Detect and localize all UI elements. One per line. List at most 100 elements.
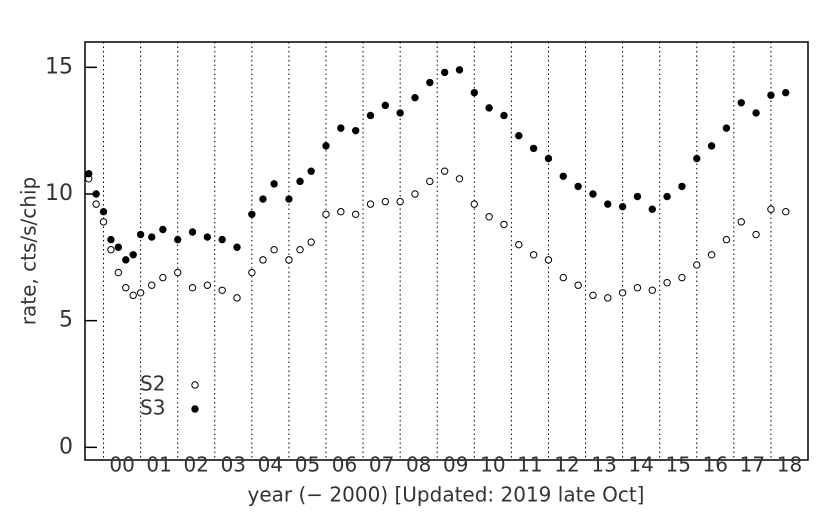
data-point — [559, 273, 567, 282]
data-point — [411, 94, 419, 102]
data-point — [173, 268, 182, 277]
data-point — [381, 101, 390, 110]
data-point — [188, 284, 197, 292]
data-point — [693, 261, 701, 269]
data-point — [470, 200, 479, 208]
x-tick-label: 00 — [109, 453, 134, 477]
data-point — [218, 235, 226, 244]
data-point — [440, 68, 449, 77]
data-point — [136, 289, 145, 297]
x-tick-label: 14 — [628, 453, 653, 477]
data-point — [396, 109, 404, 117]
data-point — [544, 154, 553, 163]
data-point — [722, 124, 731, 132]
data-point — [159, 273, 167, 282]
data-point — [529, 251, 538, 259]
data-point — [604, 294, 612, 302]
data-point — [92, 190, 100, 198]
x-tick-label: 15 — [666, 453, 691, 477]
data-point — [99, 218, 108, 226]
data-point — [129, 251, 137, 259]
data-point — [203, 233, 212, 241]
data-point — [203, 281, 212, 289]
data-point — [188, 228, 197, 236]
data-point — [737, 218, 745, 226]
data-point — [604, 200, 612, 208]
legend-label: S3 — [140, 396, 165, 420]
data-point — [233, 294, 241, 302]
data-point — [270, 180, 278, 188]
data-point — [129, 291, 137, 300]
data-point — [455, 175, 464, 183]
y-tick-label: 10 — [45, 181, 73, 206]
data-point — [114, 243, 123, 251]
data-point — [440, 167, 449, 175]
data-point — [737, 99, 745, 107]
data-point — [296, 246, 304, 254]
data-point — [693, 154, 701, 163]
data-point — [633, 192, 642, 201]
data-point — [707, 142, 716, 150]
data-point — [678, 182, 686, 191]
data-point — [381, 197, 390, 206]
data-point — [233, 243, 241, 251]
data-point — [99, 208, 108, 216]
data-point — [92, 200, 100, 208]
data-point — [515, 132, 523, 140]
x-tick-label: 13 — [591, 453, 616, 477]
x-tick-label: 05 — [295, 453, 320, 477]
x-tick-label: 11 — [517, 453, 542, 477]
data-point — [107, 235, 115, 244]
x-tick-label: 02 — [184, 453, 209, 477]
data-point — [782, 208, 790, 216]
data-point — [470, 88, 479, 97]
data-point — [663, 278, 671, 287]
data-point — [529, 144, 538, 153]
data-point — [285, 195, 293, 203]
data-point — [426, 177, 434, 186]
data-point — [559, 172, 567, 180]
x-tick-label: 10 — [480, 453, 505, 477]
x-tick-label: 01 — [146, 453, 171, 477]
data-point — [248, 210, 256, 218]
data-point — [270, 246, 278, 254]
data-point — [500, 220, 508, 229]
data-point — [114, 268, 123, 277]
data-point — [148, 233, 156, 241]
y-tick-label: 0 — [59, 434, 73, 459]
data-point — [515, 240, 523, 249]
data-point — [259, 256, 267, 264]
y-tick-label: 15 — [45, 54, 73, 79]
data-point — [148, 281, 156, 289]
data-point — [122, 284, 130, 292]
data-point — [574, 281, 582, 289]
data-point — [544, 256, 553, 264]
data-point — [618, 202, 627, 211]
x-tick-label: 16 — [703, 453, 728, 477]
x-tick-label: 18 — [777, 453, 802, 477]
data-point — [296, 177, 304, 186]
data-point — [307, 167, 315, 175]
data-point — [678, 273, 686, 282]
x-tick-label: 09 — [443, 453, 468, 477]
y-axis-label: rate, cts/s/chip — [17, 177, 41, 325]
data-point — [366, 200, 375, 208]
data-point — [351, 126, 360, 135]
x-tick-label: 12 — [554, 453, 579, 477]
data-point — [322, 142, 330, 150]
plot-frame — [84, 41, 809, 461]
data-point — [618, 289, 627, 297]
legend-marker — [191, 381, 199, 389]
data-point — [589, 291, 597, 300]
x-tick-label: 04 — [258, 453, 283, 477]
data-point — [248, 268, 256, 277]
data-point — [648, 286, 656, 294]
data-point — [752, 109, 760, 117]
data-point — [411, 190, 419, 198]
data-point — [351, 210, 360, 218]
data-point — [159, 225, 167, 234]
data-point — [218, 286, 226, 294]
data-point — [337, 124, 345, 132]
x-tick-label: 06 — [332, 453, 357, 477]
